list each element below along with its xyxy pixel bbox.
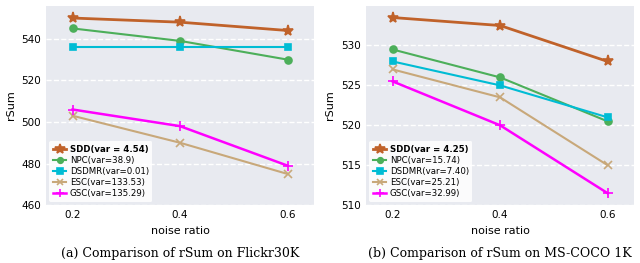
Legend: SDD(var = 4.25), NPC(var=15.74), DSDMR(var=7.40), ESC(var=25.21), GSC(var=32.99): SDD(var = 4.25), NPC(var=15.74), DSDMR(v…: [369, 141, 472, 202]
X-axis label: noise ratio: noise ratio: [470, 226, 529, 236]
Legend: SDD(var = 4.54), NPC(var=38.9), DSDMR(var=0.01), ESC(var=133.53), GSC(var=135.29: SDD(var = 4.54), NPC(var=38.9), DSDMR(va…: [49, 141, 152, 202]
Y-axis label: rSum: rSum: [326, 90, 335, 120]
Y-axis label: rSum: rSum: [6, 90, 15, 120]
Text: (a) Comparison of rSum on Flickr30K: (a) Comparison of rSum on Flickr30K: [61, 247, 300, 260]
Text: (b) Comparison of rSum on MS-COCO 1K: (b) Comparison of rSum on MS-COCO 1K: [368, 247, 632, 260]
X-axis label: noise ratio: noise ratio: [150, 226, 209, 236]
